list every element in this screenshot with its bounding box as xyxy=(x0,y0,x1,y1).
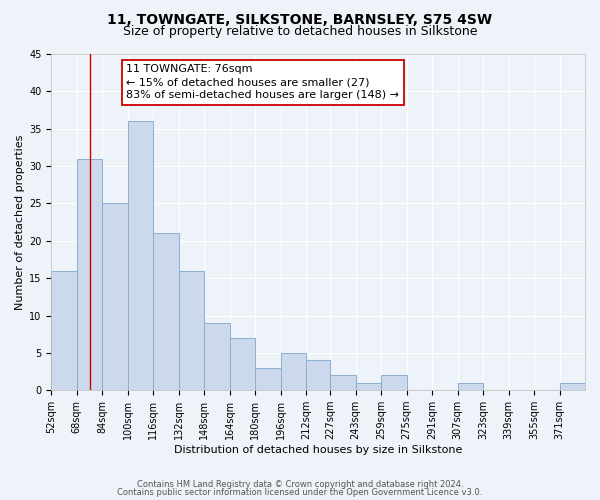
Bar xyxy=(103,204,128,390)
Bar xyxy=(77,158,103,390)
Text: Size of property relative to detached houses in Silkstone: Size of property relative to detached ho… xyxy=(123,25,477,38)
Bar xyxy=(205,323,230,390)
Bar xyxy=(128,121,154,390)
Y-axis label: Number of detached properties: Number of detached properties xyxy=(15,134,25,310)
Bar xyxy=(560,383,585,390)
Text: Contains public sector information licensed under the Open Government Licence v3: Contains public sector information licen… xyxy=(118,488,482,497)
Text: 11, TOWNGATE, SILKSTONE, BARNSLEY, S75 4SW: 11, TOWNGATE, SILKSTONE, BARNSLEY, S75 4… xyxy=(107,12,493,26)
Bar xyxy=(381,376,407,390)
Bar xyxy=(306,360,330,390)
Text: 11 TOWNGATE: 76sqm
← 15% of detached houses are smaller (27)
83% of semi-detache: 11 TOWNGATE: 76sqm ← 15% of detached hou… xyxy=(126,64,399,100)
Bar xyxy=(356,383,381,390)
Text: Contains HM Land Registry data © Crown copyright and database right 2024.: Contains HM Land Registry data © Crown c… xyxy=(137,480,463,489)
Bar xyxy=(52,270,77,390)
Bar xyxy=(154,234,179,390)
Bar xyxy=(281,353,306,390)
Bar xyxy=(255,368,281,390)
Bar xyxy=(179,270,205,390)
X-axis label: Distribution of detached houses by size in Silkstone: Distribution of detached houses by size … xyxy=(174,445,463,455)
Bar xyxy=(230,338,255,390)
Bar xyxy=(330,376,356,390)
Bar xyxy=(458,383,483,390)
